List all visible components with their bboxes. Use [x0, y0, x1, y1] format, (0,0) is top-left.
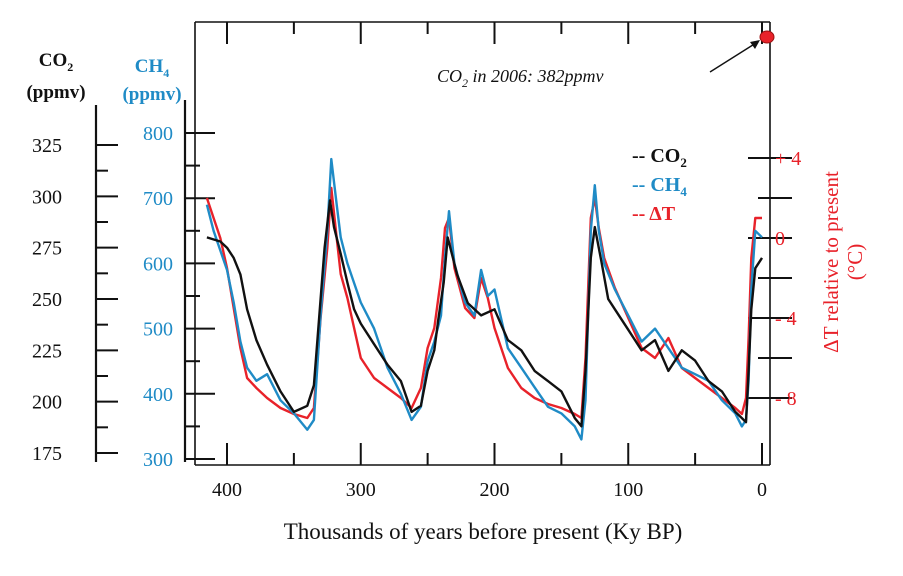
dt-tick-label: - 4 [775, 308, 797, 330]
dt-axis-title: ΔT relative to present [819, 171, 843, 353]
x-axis: 400 300 200 100 0 Thousands of years before … [212, 22, 767, 544]
legend-entry-ch4: -- CH4 [632, 174, 687, 199]
ch4-series-line [205, 157, 763, 441]
ch4-axis: CH4 (ppmv) 800 700 600 500 400 300 [122, 56, 215, 471]
co2-axis: CO2 (ppmv) 325 300 275 250 225 200 175 [26, 50, 118, 465]
co2-tick-label: 300 [32, 186, 62, 208]
dt-tick-label: + 4 [775, 148, 801, 170]
co2-tick-label: 250 [32, 289, 62, 311]
dt-axis: + 4 0 - 4 - 8 ΔT relative to present (°C) [748, 148, 867, 410]
x-tick-label: 200 [480, 479, 510, 501]
series-layer [205, 157, 764, 441]
co2-series-line [206, 199, 764, 428]
legend-entry-co2: -- CO2 [632, 145, 687, 170]
co2-tick-label: 325 [32, 135, 62, 157]
dt-tick-group: + 4 0 - 4 - 8 [748, 148, 801, 410]
ch4-tick-label: 300 [143, 449, 173, 471]
co2-tick-label: 200 [32, 392, 62, 414]
annotation-arrow [709, 42, 757, 73]
ch4-tick-label: 800 [143, 123, 173, 145]
annotation: CO2 in 2006: 382ppmv [437, 30, 775, 90]
co2-axis-unit: (ppmv) [26, 82, 85, 103]
co2-axis-title: CO2 [39, 50, 74, 74]
x-tick-label: 100 [613, 479, 643, 501]
co2-tick-label: 225 [32, 340, 62, 362]
co2-tick-label: 175 [32, 443, 62, 465]
co2-tick-group: 325 300 275 250 225 200 175 [32, 135, 118, 465]
x-tick-label: 400 [212, 479, 242, 501]
co2-2006-marker [759, 30, 775, 44]
dt-series-line [205, 186, 762, 420]
dt-tick-label: - 8 [775, 388, 797, 410]
ch4-tick-group: 800 700 600 500 400 300 [143, 123, 215, 471]
ch4-axis-title: CH4 [135, 56, 170, 80]
legend: -- CO2 -- CH4 -- ΔT [632, 145, 687, 225]
ch4-tick-label: 500 [143, 319, 173, 341]
legend-entry-dt: -- ΔT [632, 203, 676, 225]
x-tick-group: 400 300 200 100 0 [212, 22, 767, 501]
ch4-axis-unit: (ppmv) [122, 84, 181, 105]
annotation-text: CO2 in 2006: 382ppmv [437, 66, 604, 90]
ch4-tick-label: 700 [143, 188, 173, 210]
x-tick-label: 300 [346, 479, 376, 501]
dt-axis-unit: (°C) [843, 244, 867, 280]
ch4-tick-label: 600 [143, 253, 173, 275]
ch4-tick-label: 400 [143, 384, 173, 406]
co2-tick-label: 275 [32, 238, 62, 260]
annotation-arrow-head [750, 40, 760, 49]
x-tick-label: 0 [757, 479, 767, 501]
dt-tick-label: 0 [775, 228, 785, 250]
x-axis-title: Thousands of years before present (Ky BP… [284, 519, 683, 544]
